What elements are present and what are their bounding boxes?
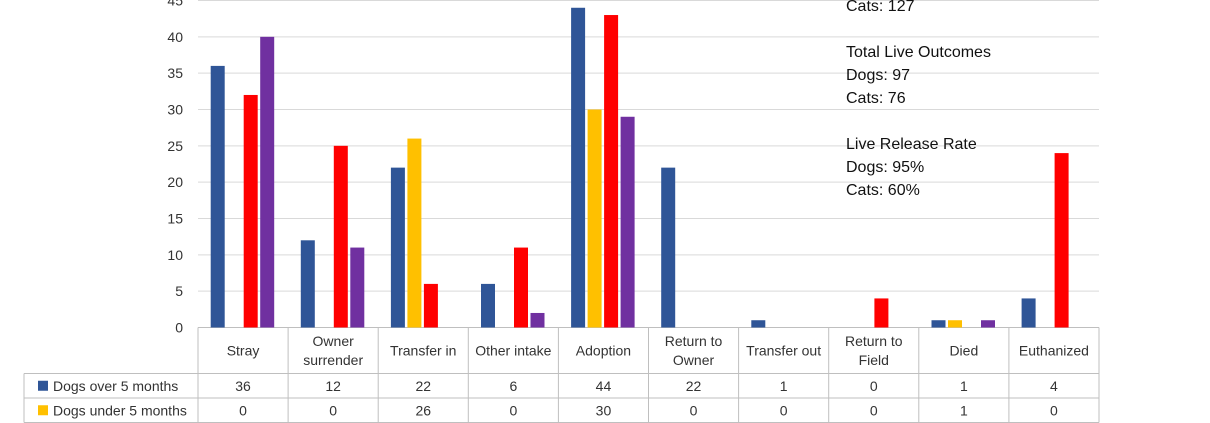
bar <box>210 65 225 328</box>
table-cell: 30 <box>596 402 612 418</box>
y-tick-label: 15 <box>167 211 183 227</box>
bar <box>948 320 962 328</box>
table-cell: 44 <box>596 378 612 394</box>
annotation-live-outcomes-dogs: Dogs: 97 <box>846 67 911 84</box>
category-label: Return to <box>665 333 723 349</box>
category-label: Return to <box>845 333 903 349</box>
category-label: Transfer in <box>390 343 456 359</box>
bar <box>514 247 528 328</box>
table-cell: 12 <box>325 378 341 394</box>
y-tick-label: 40 <box>167 29 183 45</box>
table-cell: 22 <box>686 378 702 394</box>
y-tick-label: 25 <box>167 138 183 154</box>
bar <box>530 312 545 328</box>
legend-label: Dogs over 5 months <box>53 378 178 394</box>
table-cell: 0 <box>1050 402 1058 418</box>
bar <box>407 138 422 328</box>
table-cell: 1 <box>960 378 968 394</box>
table-cell: 0 <box>509 402 517 418</box>
annotation-live-release-cats: Cats: 60% <box>846 182 920 199</box>
annotation-live-release-heading: Live Release Rate <box>846 136 977 153</box>
bar <box>1021 298 1036 328</box>
bar <box>981 320 995 328</box>
bar <box>620 116 635 328</box>
bar <box>661 167 676 328</box>
table-cell: 1 <box>780 378 788 394</box>
table-cell: 4 <box>1050 378 1058 394</box>
annotation-cats-total: Cats: 127 <box>846 0 915 15</box>
y-tick-label: 45 <box>167 0 183 9</box>
table-cell: 0 <box>329 402 337 418</box>
bar <box>243 94 258 328</box>
table-cell: 0 <box>239 402 247 418</box>
legend-swatch <box>38 405 48 416</box>
table-cell: 22 <box>415 378 431 394</box>
bar <box>481 283 495 328</box>
data-table: Stray Owner surrender Transfer in Other inta… <box>23 327 1100 423</box>
legend-label: Dogs under 5 months <box>53 402 187 418</box>
bar <box>390 167 405 328</box>
legend-swatch <box>38 380 48 391</box>
bars <box>210 7 1069 328</box>
table-cell: 6 <box>509 378 517 394</box>
table-cell: 26 <box>415 402 431 418</box>
table-cell: 0 <box>780 402 788 418</box>
table-cell: 0 <box>690 402 698 418</box>
bar <box>931 320 946 328</box>
category-label: Stray <box>227 343 260 359</box>
bar <box>571 7 586 328</box>
table-cell: 1 <box>960 402 968 418</box>
table-cell: 0 <box>870 402 878 418</box>
y-tick-label: 20 <box>167 174 183 190</box>
bar <box>1054 153 1069 328</box>
category-label: Other intake <box>475 343 551 359</box>
annotation-live-release: Live Release Rate Dogs: 95% Cats: 60% <box>846 133 977 202</box>
bar <box>751 320 766 328</box>
bar <box>587 109 602 328</box>
annotation-live-outcomes-cats: Cats: 76 <box>846 90 906 107</box>
annotation-top: Cats: 127 <box>846 0 914 18</box>
bar <box>350 247 365 328</box>
category-label: Transfer out <box>746 343 821 359</box>
y-tick-label: 30 <box>167 102 183 118</box>
gridlines <box>198 0 1099 328</box>
annotation-live-outcomes: Total Live Outcomes Dogs: 97 Cats: 76 <box>846 41 991 110</box>
table-cell: 36 <box>235 378 251 394</box>
category-label: surrender <box>303 352 363 368</box>
category-label: Adoption <box>576 343 631 359</box>
y-axis-ticks: 0 5 10 15 20 25 30 35 40 45 <box>167 0 183 336</box>
annotation-live-outcomes-heading: Total Live Outcomes <box>846 44 991 61</box>
bar <box>260 36 275 328</box>
y-tick-label: 35 <box>167 65 183 81</box>
bar <box>874 298 889 328</box>
bar <box>604 15 619 328</box>
bar <box>423 283 438 328</box>
table-cell: 0 <box>870 378 878 394</box>
category-label: Euthanized <box>1019 343 1089 359</box>
category-label: Died <box>949 343 978 359</box>
y-tick-label: 10 <box>167 247 183 263</box>
category-label: Owner <box>673 352 715 368</box>
category-label: Field <box>859 352 889 368</box>
y-tick-label: 5 <box>175 283 183 299</box>
bar <box>333 145 348 328</box>
bar <box>300 240 315 328</box>
y-tick-label: 0 <box>175 320 183 336</box>
category-label: Owner <box>313 333 355 349</box>
annotation-live-release-dogs: Dogs: 95% <box>846 159 925 176</box>
